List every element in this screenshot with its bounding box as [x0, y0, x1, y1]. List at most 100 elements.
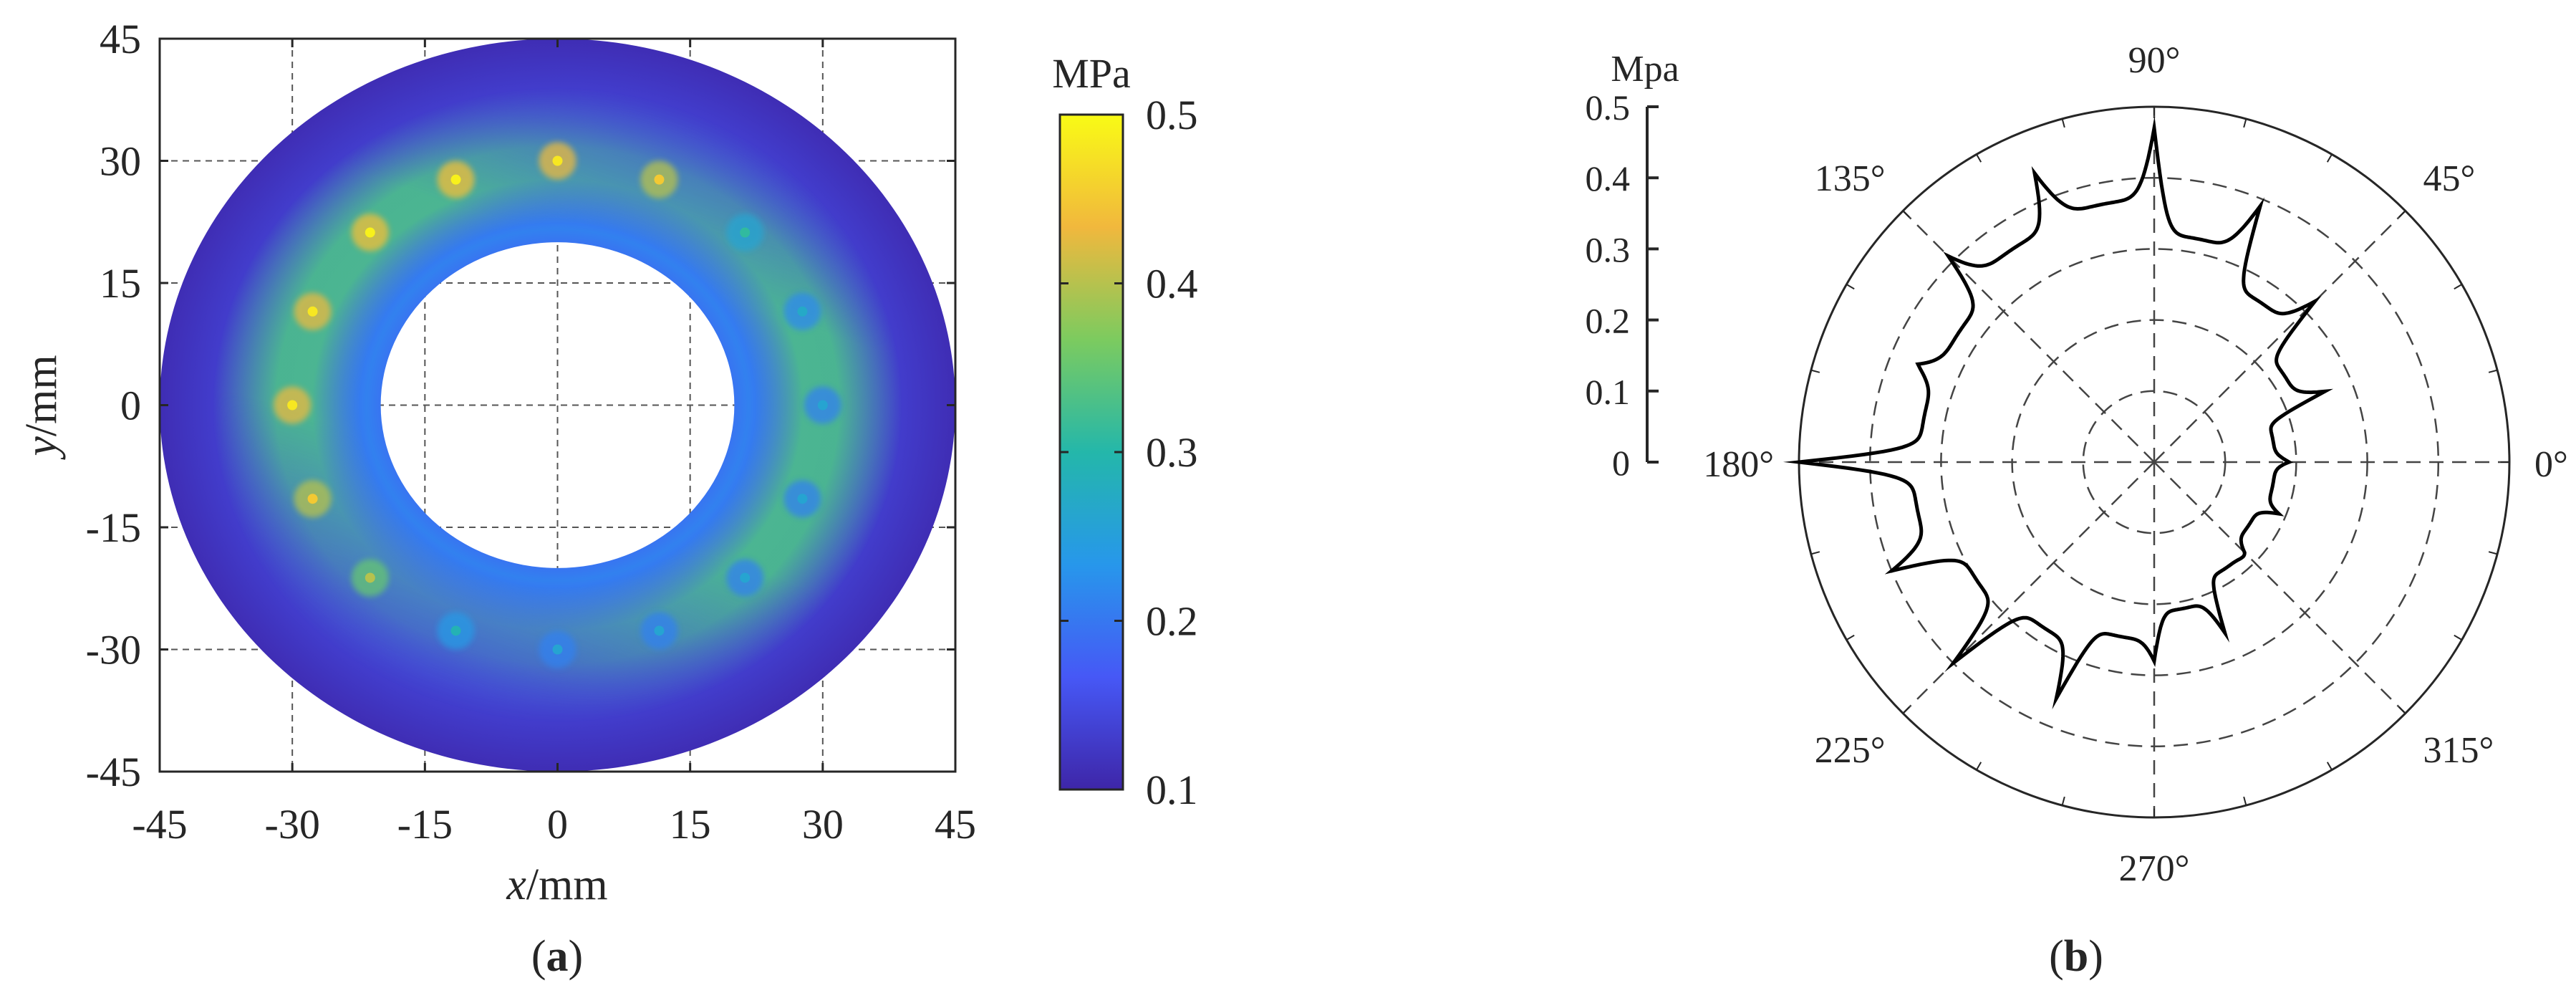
theta-labels: 0° 45° 90° 135° 180° 225° 270° 315°	[1703, 40, 2568, 889]
polar-grid	[1798, 105, 2511, 819]
hotspot	[437, 160, 475, 198]
polar-theta-tick	[2243, 796, 2247, 806]
hotspot	[437, 612, 475, 650]
radial-tick-label: 0.4	[1586, 158, 1631, 198]
theta-label: 225°	[1815, 730, 1886, 771]
colorbar: MPa 0.5 0.4 0.3 0.2 0.1	[1052, 50, 1197, 813]
hotspot	[274, 386, 312, 424]
radial-tick-label: 0	[1612, 443, 1630, 483]
polar-theta-tick	[2061, 118, 2065, 128]
x-tick-label: -15	[397, 801, 453, 848]
hotspot	[726, 559, 764, 597]
colorbar-tick-label: 0.2	[1146, 598, 1198, 645]
theta-label: 315°	[2423, 730, 2494, 771]
theta-label: 270°	[2119, 848, 2190, 889]
hotspot-core	[287, 400, 298, 411]
x-tick-label: 15	[670, 801, 711, 848]
x-axis-unit: /mm	[526, 860, 608, 909]
panel-a-heatmap: -45 -30 -15 0 15 30 45 45 30 15 0 -15 -30 -45 x/mm y…	[17, 16, 1198, 981]
hotspot	[640, 160, 678, 198]
x-tick-label: -30	[265, 801, 320, 848]
colorbar-tick-label: 0.4	[1146, 261, 1198, 307]
colorbar-tick-label: 0.1	[1146, 767, 1198, 813]
hotspot	[294, 480, 332, 518]
hotspot-core	[797, 306, 808, 317]
y-tick-label: -30	[86, 627, 141, 673]
y-tick-label: 15	[100, 260, 141, 307]
y-tick-label: 30	[100, 138, 141, 185]
hotspot-core	[450, 174, 461, 185]
hotspot	[351, 559, 389, 597]
x-tick-label: -45	[132, 801, 187, 848]
panel-b-letter: b	[2064, 932, 2088, 981]
hotspot	[804, 386, 841, 424]
hotspot-core	[654, 174, 665, 185]
radial-axis-unit: Mpa	[1611, 49, 1679, 90]
hotspot-core	[552, 644, 563, 655]
polar-curve	[1783, 116, 2334, 710]
colorbar-ticks: 0.5 0.4 0.3 0.2 0.1	[1060, 92, 1198, 813]
polar-theta-tick	[1846, 284, 1855, 290]
polar-theta-tick	[2488, 369, 2498, 373]
polar-theta-tick	[2398, 706, 2406, 714]
hotspot-core	[450, 625, 461, 636]
hotspot	[783, 480, 821, 518]
hotspot-core	[740, 572, 751, 583]
polar-theta-tick	[1810, 369, 1820, 373]
polar-grid-spoke	[2153, 210, 2406, 463]
hotspot-core	[654, 625, 665, 636]
hotspot	[539, 142, 577, 180]
x-axis-label: x/mm	[506, 860, 607, 909]
polar-theta-tick	[1902, 210, 1910, 218]
x-tick-label: 45	[935, 801, 976, 848]
x-tick-labels: -45 -30 -15 0 15 30 45	[132, 801, 976, 848]
y-tick-label: -15	[86, 504, 141, 551]
x-axis-variable: x	[506, 860, 526, 909]
polar-grid-spoke	[2153, 461, 2406, 714]
hotspot-core	[307, 494, 318, 504]
panel-a-letter: a	[546, 932, 569, 981]
y-axis-variable: y	[17, 436, 66, 461]
y-tick-label: 0	[120, 383, 141, 429]
theta-label: 45°	[2423, 158, 2475, 199]
colorbar-tick-label: 0.3	[1146, 429, 1198, 476]
panel-a-caption: (a)	[531, 932, 583, 981]
hotspot-core	[552, 155, 563, 166]
radial-tick-label: 0.5	[1586, 87, 1631, 128]
polar-theta-tick	[2061, 796, 2065, 806]
polar-grid-spoke	[1902, 210, 2155, 463]
colorbar-ramp	[1058, 113, 1124, 791]
theta-label: 180°	[1703, 444, 1774, 485]
y-tick-labels: 45 30 15 0 -15 -30 -45	[86, 16, 141, 795]
hotspot-core	[797, 494, 808, 504]
hotspot-core	[307, 306, 318, 317]
polar-theta-tick	[2398, 210, 2406, 218]
panel-b-caption: (b)	[2049, 932, 2103, 981]
panel-b-polar: 0°45°90°135°180°225°270°315° 00.10.20.30…	[1586, 40, 2568, 981]
hotspot	[726, 213, 764, 251]
hotspot-core	[365, 572, 375, 583]
radial-tick-label: 0.2	[1586, 301, 1631, 341]
colorbar-title: MPa	[1052, 50, 1131, 97]
axis-ticks	[158, 37, 957, 773]
hotspot	[351, 213, 389, 251]
theta-label: 0°	[2534, 444, 2568, 485]
polar-theta-tick	[1902, 706, 1910, 714]
colorbar-tick-label: 0.5	[1146, 92, 1198, 138]
radial-tick-label: 0.3	[1586, 229, 1631, 269]
y-tick-label: -45	[86, 749, 141, 795]
polar-theta-tick	[2243, 118, 2247, 128]
polar-theta-tick	[1846, 634, 1855, 640]
polar-theta-tick	[2488, 551, 2498, 555]
hotspot	[783, 292, 821, 330]
theta-label: 90°	[2128, 40, 2181, 81]
x-tick-label: 0	[547, 801, 568, 848]
hotspot-core	[817, 400, 828, 411]
hotspots	[274, 142, 841, 668]
theta-label: 135°	[1815, 158, 1886, 199]
hotspot	[294, 292, 332, 330]
polar-theta-tick	[2326, 762, 2333, 771]
y-tick-label: 45	[100, 16, 141, 62]
polar-theta-tick	[2454, 284, 2463, 290]
